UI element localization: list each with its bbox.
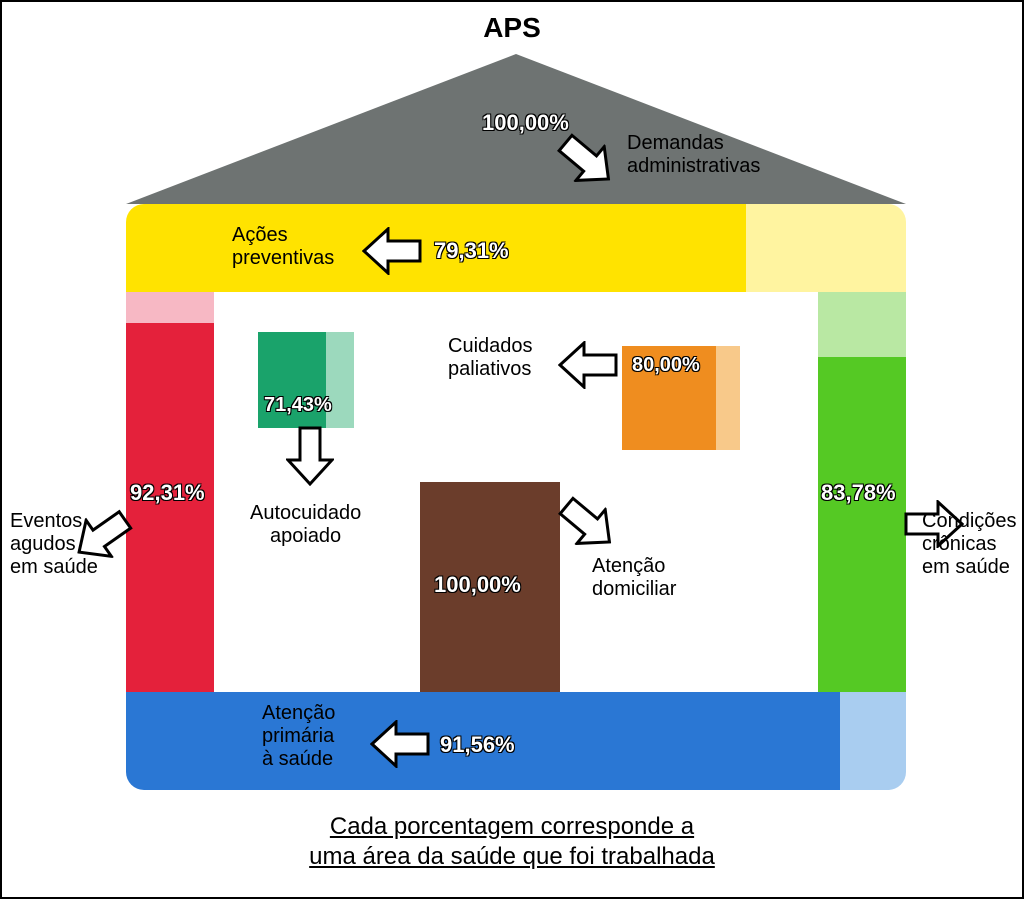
- beam-top-remainder: [746, 204, 906, 292]
- box-paliativos-arrow-icon: [558, 341, 618, 389]
- diagram-frame: APS 100,00% Demandas administrativas Açõ…: [0, 0, 1024, 899]
- diagram-title: APS: [2, 12, 1022, 44]
- wall-right-fill: [818, 357, 906, 692]
- box-paliativos-label: Cuidados paliativos: [448, 335, 533, 381]
- beam-top-arrow-icon: [362, 227, 422, 275]
- box-autocuidado-label: Autocuidado apoiado: [250, 502, 361, 548]
- box-domiciliar-pct: 100,00%: [434, 572, 521, 598]
- box-domiciliar-arrow-icon: [550, 486, 627, 561]
- beam-bottom-label: Atenção primária à saúde: [262, 702, 335, 771]
- box-autocuidado-arrow-icon: [286, 426, 334, 486]
- beam-top-pct: 79,31%: [434, 238, 509, 264]
- roof-pct: 100,00%: [482, 110, 569, 136]
- box-domiciliar-label: Atenção domiciliar: [592, 555, 676, 601]
- beam-bottom-remainder: [840, 692, 906, 790]
- box-paliativos-pct: 80,00%: [632, 354, 700, 377]
- roof-label: Demandas administrativas: [627, 132, 760, 178]
- wall-right-remainder: [818, 292, 906, 357]
- caption: Cada porcentagem corresponde a uma área …: [2, 812, 1022, 872]
- wall-right-pct: 83,78%: [821, 480, 896, 506]
- wall-left-pct: 92,31%: [130, 480, 205, 506]
- beam-bottom-arrow-icon: [370, 720, 430, 768]
- wall-left-label: Eventos agudos em saúde: [10, 510, 98, 579]
- beam-top-label: Ações preventivas: [232, 224, 334, 270]
- wall-right-label: Condições crônicas em saúde: [922, 510, 1017, 579]
- box-paliativos-remainder: [716, 346, 740, 450]
- box-autocuidado-pct: 71,43%: [264, 394, 332, 417]
- wall-left-fill: [126, 323, 214, 692]
- beam-bottom-pct: 91,56%: [440, 732, 515, 758]
- wall-left-remainder: [126, 292, 214, 323]
